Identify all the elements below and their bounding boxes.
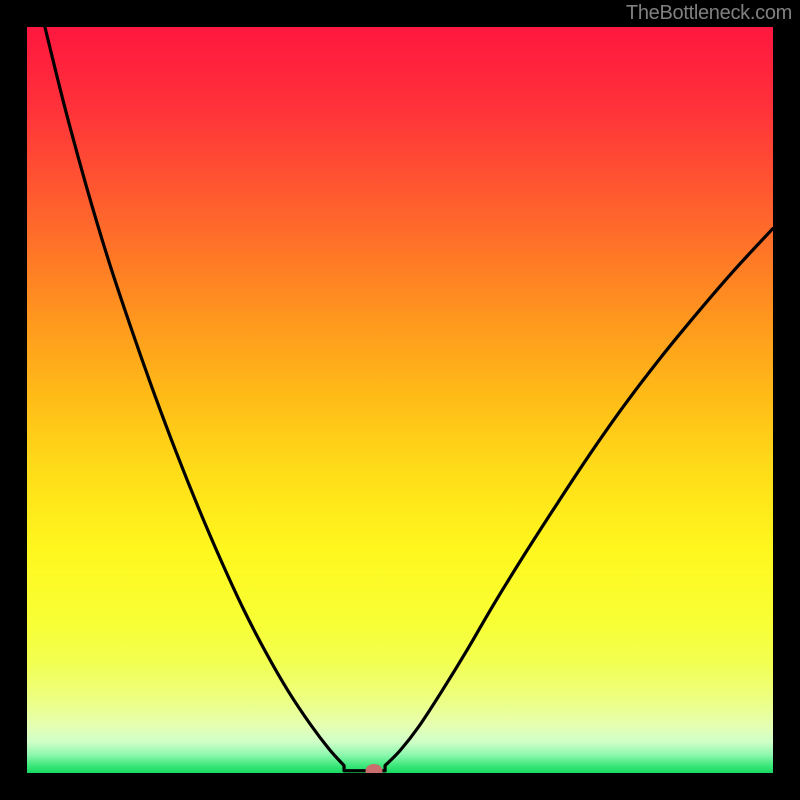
- bottleneck-curve: [27, 27, 773, 773]
- minimum-marker: [365, 764, 382, 773]
- watermark-text: TheBottleneck.com: [626, 2, 792, 25]
- plot-area: [27, 27, 773, 773]
